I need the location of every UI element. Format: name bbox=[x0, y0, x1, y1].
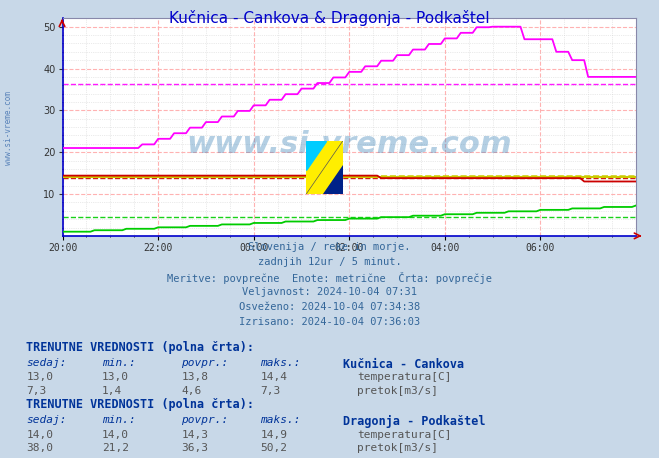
Text: TRENUTNE VREDNOSTI (polna črta):: TRENUTNE VREDNOSTI (polna črta): bbox=[26, 398, 254, 411]
Text: 13,8: 13,8 bbox=[181, 372, 208, 382]
Text: 7,3: 7,3 bbox=[26, 386, 47, 396]
Text: 7,3: 7,3 bbox=[260, 386, 281, 396]
Text: Osveženo: 2024-10-04 07:34:38: Osveženo: 2024-10-04 07:34:38 bbox=[239, 302, 420, 312]
Polygon shape bbox=[323, 165, 343, 194]
Text: TRENUTNE VREDNOSTI (polna črta):: TRENUTNE VREDNOSTI (polna črta): bbox=[26, 341, 254, 354]
Text: Meritve: povprečne  Enote: metrične  Črta: povprečje: Meritve: povprečne Enote: metrične Črta:… bbox=[167, 272, 492, 284]
Text: min.:: min.: bbox=[102, 358, 136, 368]
Text: temperatura[C]: temperatura[C] bbox=[357, 430, 451, 440]
Text: 14,9: 14,9 bbox=[260, 430, 287, 440]
Text: povpr.:: povpr.: bbox=[181, 358, 229, 368]
Text: 50,2: 50,2 bbox=[260, 443, 287, 453]
Text: 14,0: 14,0 bbox=[102, 430, 129, 440]
Text: Dragonja - Podkaštel: Dragonja - Podkaštel bbox=[343, 415, 485, 428]
Polygon shape bbox=[306, 141, 326, 170]
Text: povpr.:: povpr.: bbox=[181, 415, 229, 425]
Text: Slovenija / reke in morje.: Slovenija / reke in morje. bbox=[248, 242, 411, 252]
Text: Izrisano: 2024-10-04 07:36:03: Izrisano: 2024-10-04 07:36:03 bbox=[239, 317, 420, 327]
Text: www.si-vreme.com: www.si-vreme.com bbox=[186, 130, 512, 159]
Text: zadnjih 12ur / 5 minut.: zadnjih 12ur / 5 minut. bbox=[258, 257, 401, 267]
Text: temperatura[C]: temperatura[C] bbox=[357, 372, 451, 382]
Text: 14,3: 14,3 bbox=[181, 430, 208, 440]
Text: Kučnica - Cankova & Dragonja - Podkaštel: Kučnica - Cankova & Dragonja - Podkaštel bbox=[169, 10, 490, 26]
Text: 13,0: 13,0 bbox=[26, 372, 53, 382]
Text: 14,4: 14,4 bbox=[260, 372, 287, 382]
Text: sedaj:: sedaj: bbox=[26, 415, 67, 425]
Text: pretok[m3/s]: pretok[m3/s] bbox=[357, 386, 438, 396]
Text: 13,0: 13,0 bbox=[102, 372, 129, 382]
Text: 38,0: 38,0 bbox=[26, 443, 53, 453]
Text: 14,0: 14,0 bbox=[26, 430, 53, 440]
Text: 4,6: 4,6 bbox=[181, 386, 202, 396]
Text: 1,4: 1,4 bbox=[102, 386, 123, 396]
Text: www.si-vreme.com: www.si-vreme.com bbox=[4, 91, 13, 165]
Text: min.:: min.: bbox=[102, 415, 136, 425]
Text: sedaj:: sedaj: bbox=[26, 358, 67, 368]
Text: 21,2: 21,2 bbox=[102, 443, 129, 453]
Text: maks.:: maks.: bbox=[260, 415, 301, 425]
Text: pretok[m3/s]: pretok[m3/s] bbox=[357, 443, 438, 453]
Text: maks.:: maks.: bbox=[260, 358, 301, 368]
Text: Veljavnost: 2024-10-04 07:31: Veljavnost: 2024-10-04 07:31 bbox=[242, 287, 417, 297]
Text: 36,3: 36,3 bbox=[181, 443, 208, 453]
Text: Kučnica - Cankova: Kučnica - Cankova bbox=[343, 358, 464, 371]
